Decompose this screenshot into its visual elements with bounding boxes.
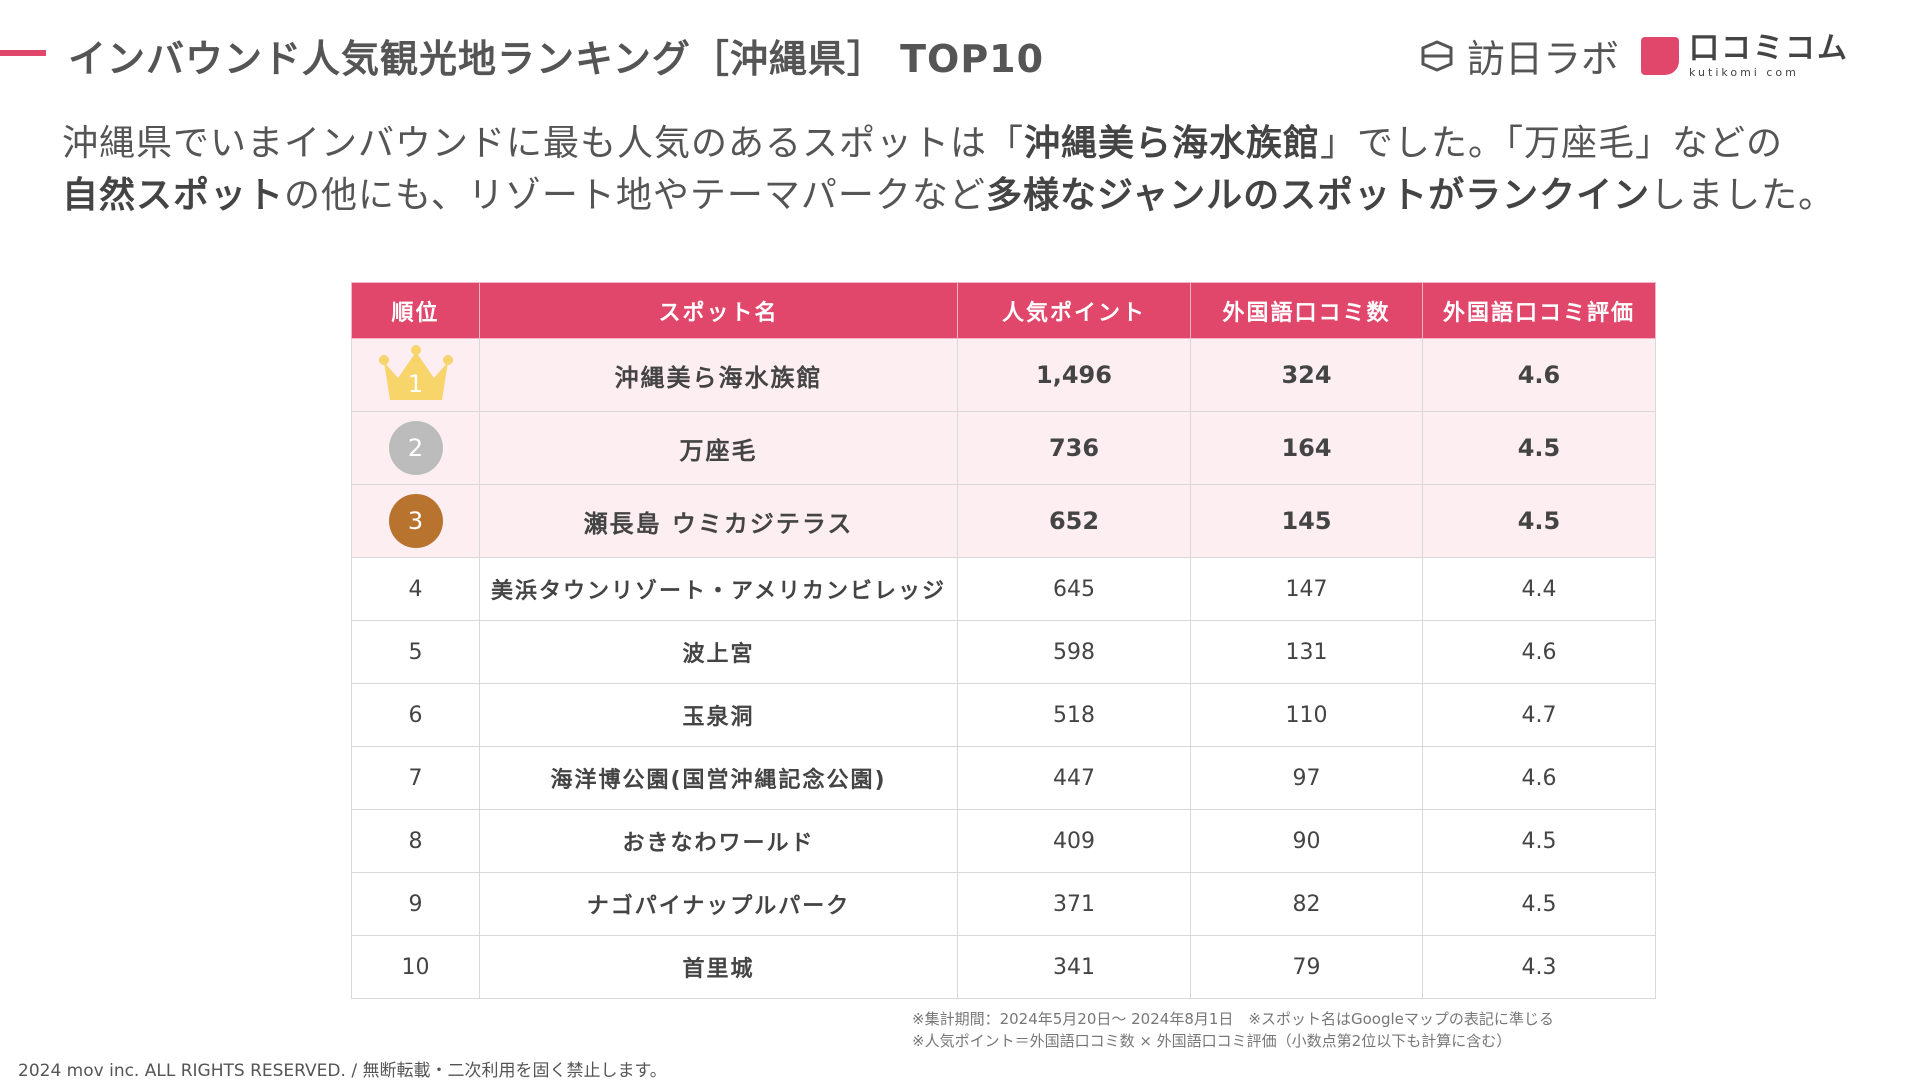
rating-cell: 4.4 [1422,557,1656,621]
header-review-rating: 外国語口コミ評価 [1422,282,1656,339]
table-header-row: 順位 スポット名 人気ポイント 外国語口コミ数 外国語口コミ評価 [351,282,1656,339]
table-row: 2 万座毛 736 164 4.5 [351,411,1656,485]
lead-text-2: 」でした。「万座毛」などの [1320,123,1784,164]
gold-crown-icon: 1 [376,344,456,406]
review-count-cell: 147 [1190,557,1423,621]
review-count-cell: 90 [1190,809,1423,873]
table-row: 10 首里城 341 79 4.3 [351,935,1656,999]
rating-cell: 4.5 [1422,872,1656,936]
rating-cell: 4.6 [1422,620,1656,684]
spot-name-cell: 万座毛 [479,411,958,485]
points-cell: 736 [957,411,1191,485]
points-cell: 341 [957,935,1191,999]
lead-text-3: の他にも、リゾート地やテーマパークなど [284,175,986,216]
lead-bold-1: 沖縄美ら海水族館 [1024,123,1321,164]
table-row: 3 瀬長島 ウミカジテラス 652 145 4.5 [351,484,1656,558]
title-accent-bar [0,50,46,56]
points-cell: 652 [957,484,1191,558]
spot-name-cell: 首里城 [479,935,958,999]
spot-name-cell: 玉泉洞 [479,683,958,747]
spot-name-cell: 波上宮 [479,620,958,684]
header-rank: 順位 [351,282,480,339]
silver-medal-icon: 2 [388,421,443,475]
points-cell: 409 [957,809,1191,873]
review-count-cell: 110 [1190,683,1423,747]
rank-cell: 10 [351,935,480,999]
review-count-cell: 82 [1190,872,1423,936]
points-cell: 598 [957,620,1191,684]
rank-cell: 3 [351,484,480,558]
footnote-formula: ※人気ポイント＝外国語口コミ数 × 外国語口コミ評価（小数点第2位以下も計算に含… [912,1032,1512,1050]
spot-name-cell: 沖縄美ら海水族館 [479,338,958,412]
spot-name-cell: おきなわワールド [479,809,958,873]
review-count-cell: 97 [1190,746,1423,810]
page-title: インバウンド人気観光地ランキング［沖縄県］ TOP10 [68,37,1045,81]
houni-lab-logo: 訪日ラボ [1417,28,1619,83]
bronze-medal-icon: 3 [388,494,443,548]
rank-cell: 4 [351,557,480,621]
footnote-period: ※集計期間：2024年5月20日〜 2024年8月1日 ※スポット名はGoogl… [912,1010,1554,1028]
rank-cell: 6 [351,683,480,747]
table-row: 7 海洋博公園(国営沖縄記念公園) 447 97 4.6 [351,746,1656,810]
table-row: 5 波上宮 598 131 4.6 [351,620,1656,684]
kuchikomi-logo-subtext: kutikomi com [1689,65,1799,79]
rating-cell: 4.6 [1422,338,1656,412]
points-cell: 645 [957,557,1191,621]
spot-name-cell: 美浜タウンリゾート・アメリカンビレッジ [479,557,958,621]
table-row: 9 ナゴパイナップルパーク 371 82 4.5 [351,872,1656,936]
header-points: 人気ポイント [957,282,1191,339]
header-spot-name: スポット名 [479,282,958,339]
review-count-cell: 324 [1190,338,1423,412]
table-row: 4 美浜タウンリゾート・アメリカンビレッジ 645 147 4.4 [351,557,1656,621]
kuchikomi-text: 口コミコム kutikomi com [1689,30,1849,79]
review-count-cell: 164 [1190,411,1423,485]
spot-name-cell: ナゴパイナップルパーク [479,872,958,936]
houni-lab-mark-icon [1421,39,1453,72]
rank-cell: 2 [351,411,480,485]
rank-cell: 5 [351,620,480,684]
rating-cell: 4.5 [1422,411,1656,485]
rating-cell: 4.6 [1422,746,1656,810]
lead-paragraph: 沖縄県でいまインバウンドに最も人気のあるスポットは「沖縄美ら海水族館」でした。「… [62,118,1862,222]
rank-cell: 8 [351,809,480,873]
rank-cell: 9 [351,872,480,936]
table-row: 8 おきなわワールド 409 90 4.5 [351,809,1656,873]
table-row: 1 沖縄美ら海水族館 1,496 324 4.6 [351,338,1656,412]
rating-cell: 4.5 [1422,484,1656,558]
lead-text-4: しました。 [1650,175,1836,216]
lead-bold-2: 自然スポット [62,175,285,216]
ranking-table: 順位 スポット名 人気ポイント 外国語口コミ数 外国語口コミ評価 1 沖縄美 [351,282,1656,999]
review-count-cell: 145 [1190,484,1423,558]
copyright-text: 2024 mov inc. ALL RIGHTS RESERVED. / 無断転… [18,1061,667,1081]
points-cell: 518 [957,683,1191,747]
logo-group: 訪日ラボ 口コミコム kutikomi com [1417,28,1849,83]
rating-cell: 4.5 [1422,809,1656,873]
rank-cell: 1 [351,338,480,412]
lead-text-1: 沖縄県でいまインバウンドに最も人気のあるスポットは「 [62,123,1025,164]
review-count-cell: 131 [1190,620,1423,684]
rating-cell: 4.3 [1422,935,1656,999]
table-row: 6 玉泉洞 518 110 4.7 [351,683,1656,747]
rating-cell: 4.7 [1422,683,1656,747]
rank-number: 1 [407,370,424,398]
kuchikomi-mark-icon [1641,36,1679,75]
review-count-cell: 79 [1190,935,1423,999]
kuchikomi-logo: 口コミコム kutikomi com [1641,30,1849,79]
kuchikomi-logo-text: 口コミコム [1689,30,1849,66]
spot-name-cell: 海洋博公園(国営沖縄記念公園) [479,746,958,810]
spot-name-cell: 瀬長島 ウミカジテラス [479,484,958,558]
footnotes: ※集計期間：2024年5月20日〜 2024年8月1日 ※スポット名はGoogl… [912,1008,1554,1052]
points-cell: 371 [957,872,1191,936]
houni-lab-logo-text: 訪日ラボ [1466,37,1619,81]
header-review-count: 外国語口コミ数 [1190,282,1423,339]
rank-cell: 7 [351,746,480,810]
points-cell: 447 [957,746,1191,810]
lead-bold-3: 多様なジャンルのスポットがランクイン [985,175,1651,216]
points-cell: 1,496 [957,338,1191,412]
